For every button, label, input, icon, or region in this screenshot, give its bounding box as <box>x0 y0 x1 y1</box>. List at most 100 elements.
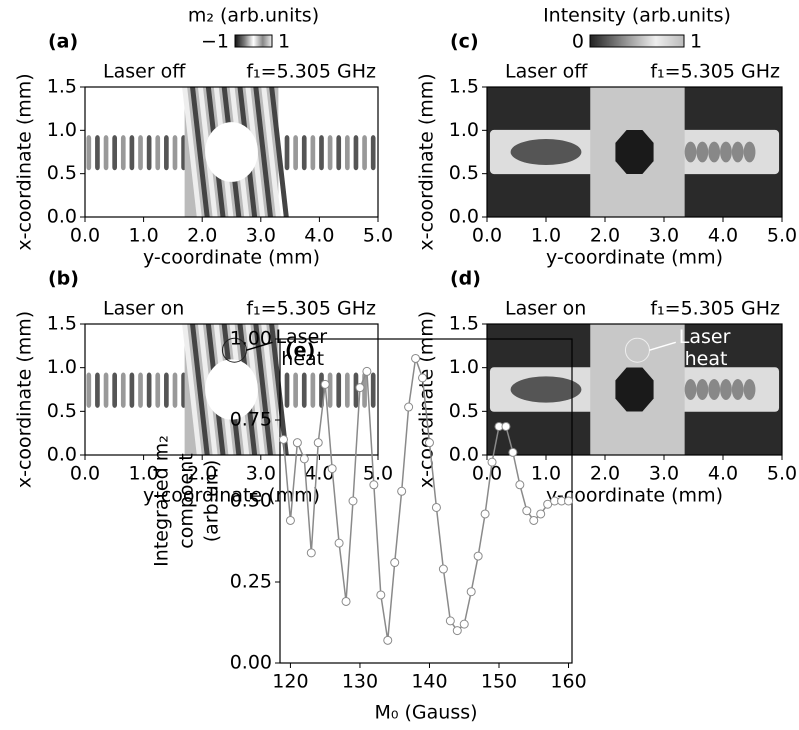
x-tick-label: 1.0 <box>128 463 158 485</box>
y-axis-label: (arb.un.) <box>201 460 223 543</box>
pointer <box>649 341 677 351</box>
y-tick-label: 0.00 <box>230 652 272 674</box>
wave-stripe <box>146 372 152 408</box>
y-tick-label: 1.00 <box>230 328 272 350</box>
x-tick-label: 120 <box>272 671 308 693</box>
wave-diag <box>261 323 281 456</box>
wave-stripe <box>327 372 333 408</box>
data-point <box>536 509 546 519</box>
x-tick-label: 3.0 <box>246 463 276 485</box>
colorbar-tick-label: 1 <box>278 31 290 53</box>
lobe <box>743 379 756 400</box>
axes-frame <box>486 86 783 218</box>
annotation: Laser off <box>505 61 588 83</box>
wave-diag <box>182 323 202 456</box>
x-tick-label: 5.0 <box>767 463 797 485</box>
data-point <box>487 457 497 467</box>
wave-stripe <box>172 372 178 408</box>
y-tick-label: 0.75 <box>230 409 272 431</box>
x-tick-label: 2.0 <box>590 463 620 485</box>
wave-stripe <box>120 372 126 408</box>
data-point <box>285 515 295 525</box>
wave-stripe <box>103 135 109 171</box>
annotation: f₁=5.305 GHz <box>650 61 780 83</box>
annotation: f₁=5.305 GHz <box>650 298 780 320</box>
annotation: f₁=5.305 GHz <box>246 61 376 83</box>
wave-stripe <box>164 372 169 408</box>
wave-stripe <box>129 135 135 171</box>
x-tick-label: 2.0 <box>187 225 217 247</box>
wave-stripe <box>138 372 143 408</box>
x-axis-label: M₀ (Gauss) <box>374 702 477 724</box>
x-tick-label: 4.0 <box>304 225 334 247</box>
y-tick-label: 1.0 <box>449 119 479 141</box>
wave-stripe <box>284 372 290 408</box>
panel-label: (d) <box>450 268 481 290</box>
wave-diag <box>269 323 289 456</box>
wave-stripe <box>353 135 359 171</box>
data-point <box>362 366 372 376</box>
lobe <box>720 379 732 400</box>
data-point <box>508 447 518 457</box>
data-point <box>411 353 421 363</box>
data-point <box>459 619 469 629</box>
y-tick-label: 0.0 <box>449 206 479 228</box>
data-point <box>522 506 532 516</box>
lobe <box>696 141 709 163</box>
data-point <box>445 616 455 626</box>
data-point <box>348 496 358 506</box>
wave-stripe <box>155 135 161 171</box>
pointer <box>246 341 273 351</box>
wave-stripe <box>112 372 118 408</box>
data-point <box>431 502 441 512</box>
y-tick-label: 0.50 <box>230 490 272 512</box>
x-tick-label: 4.0 <box>708 463 738 485</box>
x-tick-label: 1.0 <box>128 225 158 247</box>
data-point <box>501 421 511 431</box>
data-point <box>383 635 393 645</box>
y-axis-label: compoent <box>176 453 198 548</box>
x-tick-label: 130 <box>342 671 378 693</box>
panel-label: (e) <box>285 340 315 362</box>
x-tick-label: 4.0 <box>304 463 334 485</box>
y-tick-label: 1.5 <box>449 76 479 98</box>
wave-stripe <box>344 135 350 171</box>
wave-stripe <box>86 372 92 408</box>
wave-stripe <box>344 372 350 408</box>
x-tick-label: 4.0 <box>708 225 738 247</box>
wave-stripe <box>120 135 126 171</box>
x-tick-label: 140 <box>411 671 447 693</box>
wave-stripe <box>293 372 298 408</box>
x-tick-label: 3.0 <box>649 463 679 485</box>
data-point <box>278 434 288 444</box>
x-tick-label: 0.0 <box>70 225 100 247</box>
data-point <box>473 551 483 561</box>
wave-stripe <box>172 135 178 171</box>
annotation: f₁=5.305 GHz <box>246 298 376 320</box>
y-tick-label: 0.5 <box>449 400 479 422</box>
wave-stripe <box>301 135 307 171</box>
data-point <box>390 558 400 568</box>
x-tick-label: 0.0 <box>472 463 502 485</box>
wave-stripe <box>146 135 152 171</box>
wave-stripe <box>95 372 100 408</box>
data-point <box>341 596 351 606</box>
beam <box>510 139 582 165</box>
x-axis-label: y-coordinate (mm) <box>143 247 320 269</box>
data-point <box>313 438 323 448</box>
hole <box>615 130 654 174</box>
wave-stripe <box>310 372 316 408</box>
annotation: Laser on <box>505 298 586 320</box>
field-map <box>85 86 378 218</box>
annotation: Laser heat <box>275 326 327 370</box>
data-point <box>376 590 386 600</box>
y-axis-label: x-coordinate (mm) <box>416 311 438 488</box>
data-point <box>480 509 490 519</box>
y-tick-label: 0.0 <box>449 444 479 466</box>
x-tick-label: 3.0 <box>649 225 679 247</box>
x-axis-label: y-coordinate (mm) <box>546 247 723 269</box>
y-tick-label: 0.0 <box>47 444 77 466</box>
x-tick-label: 5.0 <box>767 225 797 247</box>
wave-stripe <box>310 135 316 171</box>
y-tick-label: 0.0 <box>47 206 77 228</box>
